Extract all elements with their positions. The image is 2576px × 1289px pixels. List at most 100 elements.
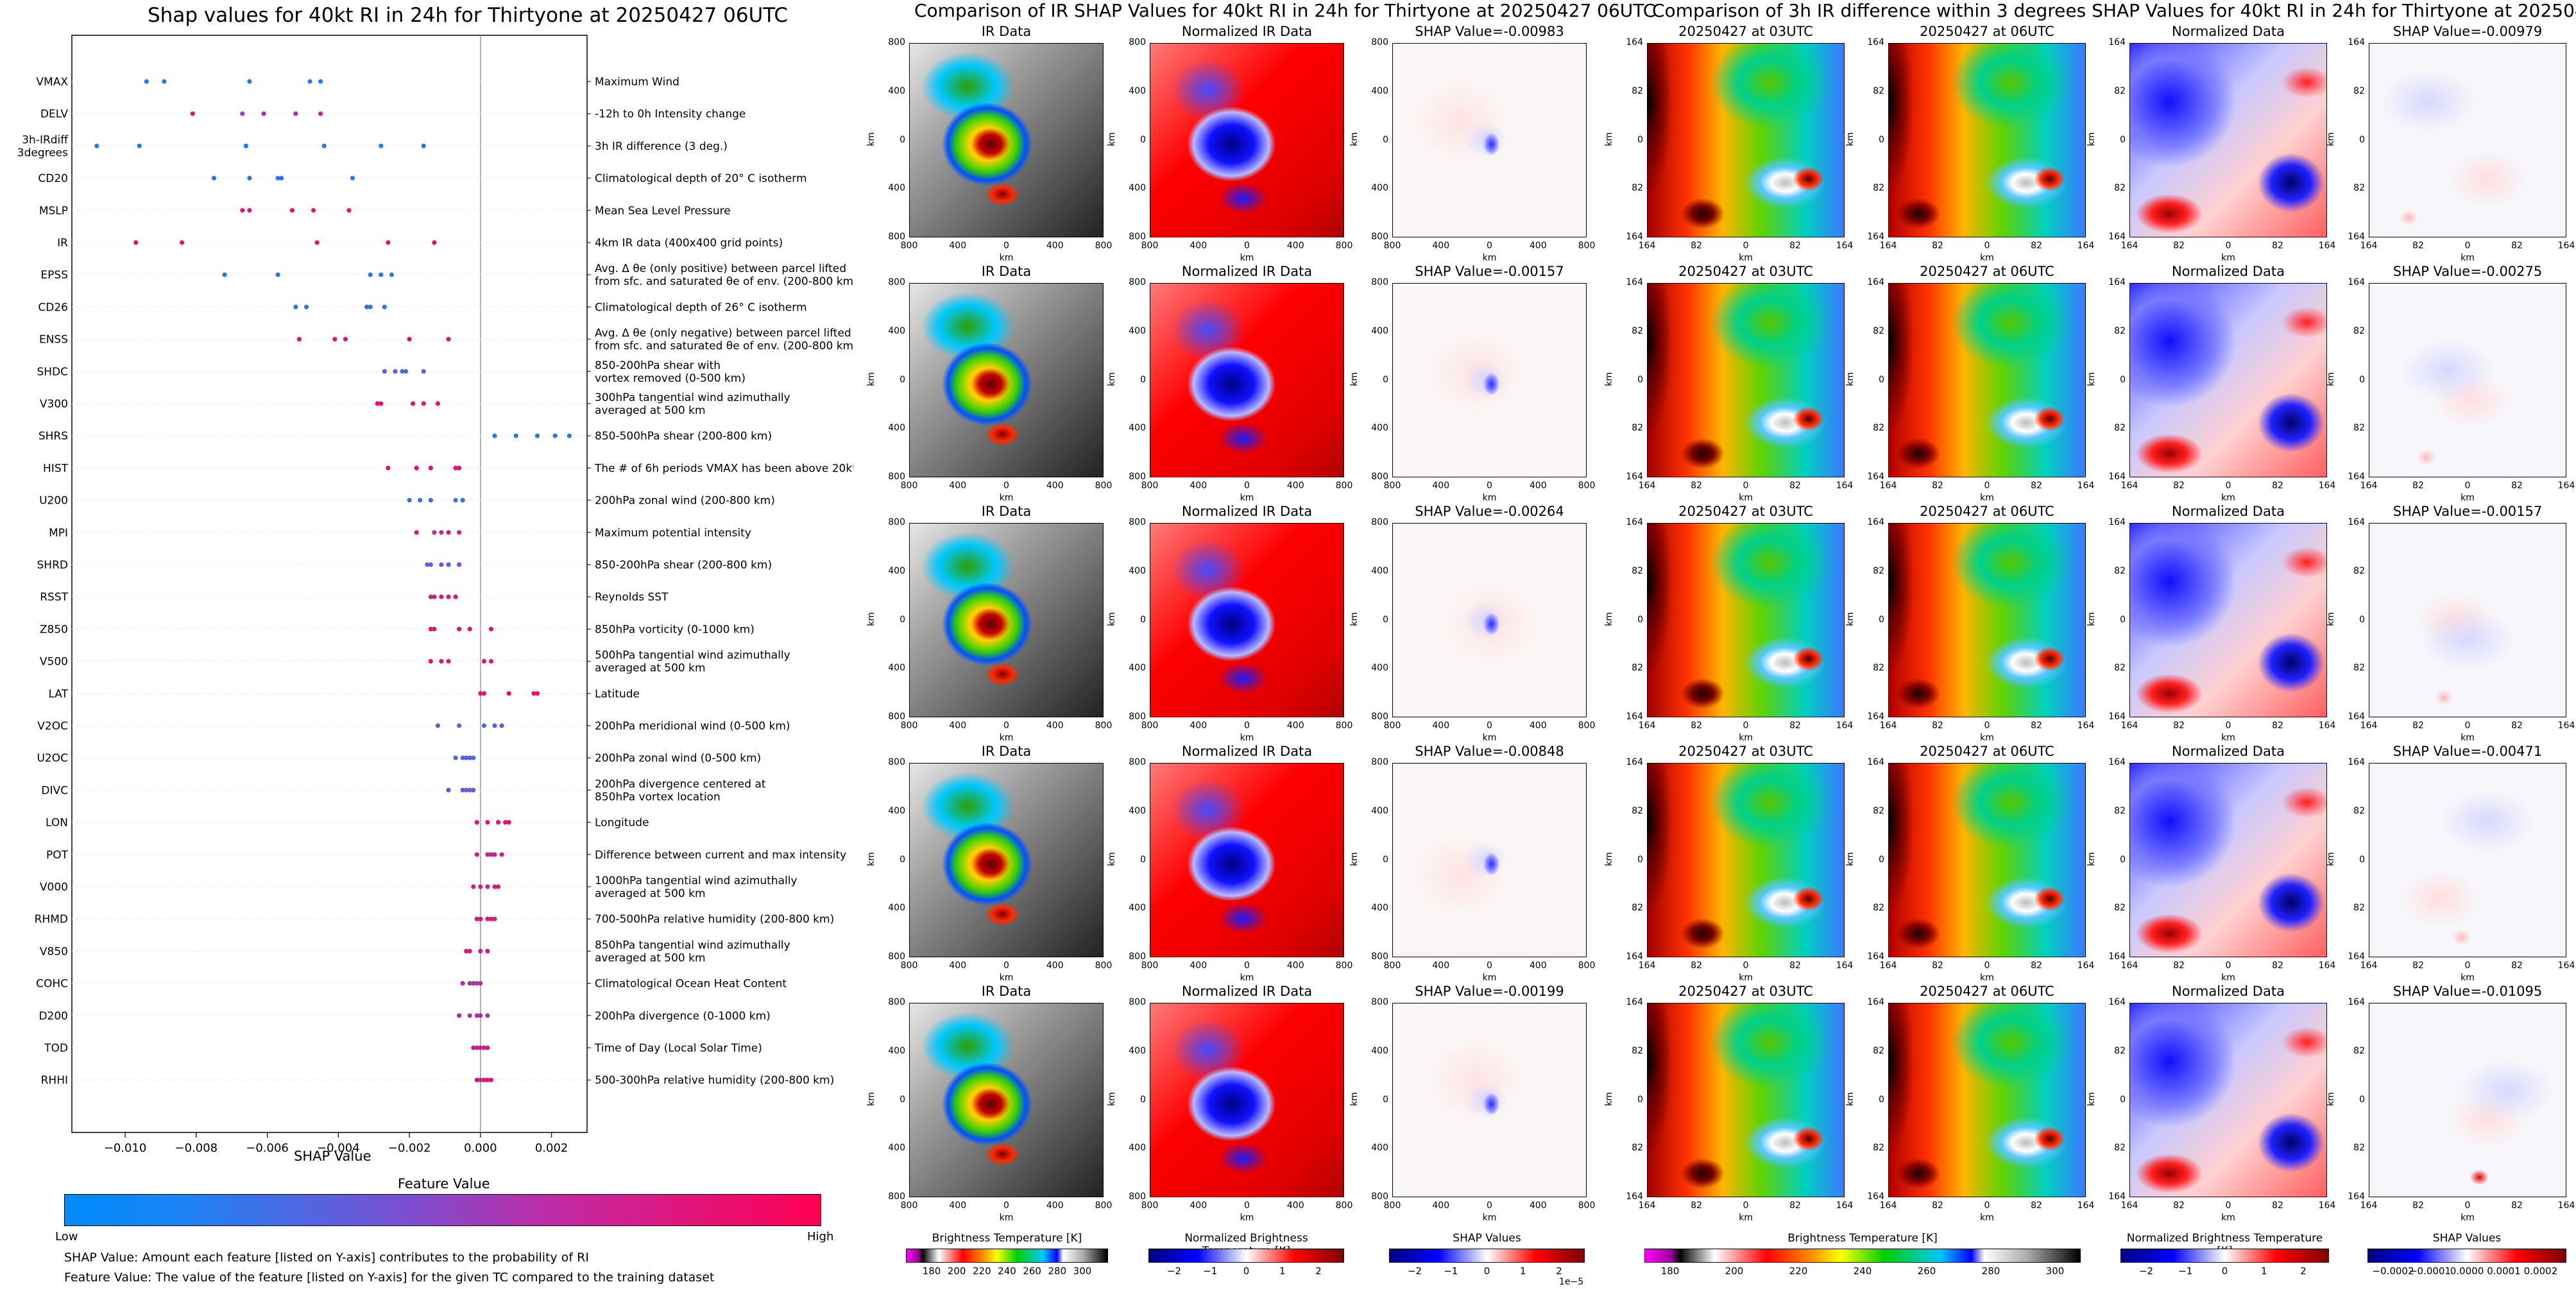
x-tick-label: 400 <box>1046 481 1064 491</box>
y-tick-label: 82 <box>1632 423 1643 434</box>
y-axis-label: km <box>1845 851 1855 866</box>
y-tick-label: 0 <box>2359 854 2365 865</box>
y-tick-label: 800 <box>1371 232 1388 242</box>
shap-point <box>485 1013 490 1018</box>
x-tick-label: 0 <box>2464 960 2471 971</box>
feature-code-label: TOD <box>44 1042 68 1055</box>
colorbar-tick-label: 0.0001 <box>2487 1265 2521 1277</box>
x-tick-label: 800 <box>1383 1200 1401 1211</box>
shap-point <box>457 723 462 728</box>
shap-point <box>293 111 298 116</box>
shap-point <box>457 465 462 471</box>
colorbar-tick-label: 2 <box>1556 1265 1562 1277</box>
x-axis-label: km <box>1482 973 1497 983</box>
x-tick-label: 400 <box>949 721 967 731</box>
y-tick-label: 82 <box>2353 85 2365 96</box>
y-tick-label: 164 <box>1867 1191 1884 1202</box>
shap-point <box>407 337 412 342</box>
x-tick-label: 164 <box>2318 1200 2336 1211</box>
shap-point <box>478 1045 483 1050</box>
shap-point <box>567 433 572 438</box>
x-tick-label: 400 <box>1046 960 1064 971</box>
y-tick-label: 82 <box>2114 805 2126 816</box>
x-tick-label: 82 <box>2511 1200 2523 1211</box>
y-axis-label: km <box>1106 132 1117 146</box>
shap-point <box>481 659 487 664</box>
x-tick-label: 164 <box>2360 481 2378 491</box>
y-tick-label: 164 <box>1867 277 1884 287</box>
y-axis-label: km <box>1349 371 1360 386</box>
y-tick-label: 0 <box>900 854 905 865</box>
x-tick-label: 0 <box>1743 1200 1749 1211</box>
x-tick-label: 82 <box>1932 481 1943 491</box>
feature-description-label: 3h IR difference (3 deg.) <box>595 140 728 153</box>
x-tick-label: 82 <box>2511 721 2523 731</box>
x-tick-label: 82 <box>2412 721 2424 731</box>
shap-point <box>137 143 142 148</box>
x-axis-label: km <box>2221 733 2235 743</box>
x-tick-label: 0 <box>1743 721 1749 731</box>
y-axis-label: km <box>866 611 876 626</box>
x-tick-label: 0 <box>1003 721 1009 731</box>
feature-description-label: Climatological Ocean Heat Content <box>595 978 787 991</box>
shap-point <box>296 337 302 342</box>
y-tick-label: 0 <box>1140 614 1146 625</box>
x-tick-label: 0 <box>1244 241 1250 251</box>
shap-point <box>453 465 458 471</box>
y-tick-label: 400 <box>1129 903 1146 914</box>
x-axis-label: km <box>999 733 1014 743</box>
feature-description-label: 850-200hPa shear (200-800 km) <box>595 559 772 572</box>
y-tick-label: 800 <box>888 757 905 767</box>
y-tick-label: 400 <box>888 903 905 914</box>
colorbar-tick-label: 260 <box>1023 1265 1041 1277</box>
feature-code-label: 3degrees <box>17 146 68 159</box>
colorbar-tick-label: 0 <box>2221 1265 2228 1277</box>
y-tick-label: 0 <box>1879 374 1884 385</box>
shap-point <box>485 820 490 825</box>
x-tick-label: 0 <box>1244 721 1250 731</box>
x-axis-label: km <box>1482 253 1497 263</box>
shap-point <box>478 884 483 889</box>
x-tick-label: 82 <box>2173 481 2185 491</box>
colorbar-tick-label: 200 <box>1725 1265 1744 1277</box>
y-tick-label: 82 <box>1873 903 1884 914</box>
panel-title: Normalized Data <box>2172 24 2285 39</box>
y-tick-label: 82 <box>2114 423 2126 434</box>
x-tick-label: 164 <box>2120 960 2138 971</box>
y-tick-label: 82 <box>1632 325 1643 336</box>
panel-title: SHAP Value=-0.00157 <box>2393 504 2543 519</box>
shap-point <box>321 143 327 148</box>
dnorm-field-image <box>2129 763 2327 957</box>
x-axis-label: km <box>1739 733 1753 743</box>
panel-title: SHAP Value=-0.00471 <box>2393 744 2543 759</box>
shap-point <box>481 723 487 728</box>
x-tick-label: 0 <box>1244 481 1250 491</box>
y-tick-label: 164 <box>1867 712 1884 722</box>
y-tick-label: 400 <box>888 1143 905 1154</box>
x-tick-label: 0 <box>2225 721 2231 731</box>
y-axis-label: km <box>1106 1091 1117 1106</box>
colorbar-tick-label: 0.0002 <box>2523 1265 2558 1277</box>
y-axis-label: km <box>2325 851 2336 866</box>
shap-point <box>446 594 451 599</box>
x-tick-label: 800 <box>1095 721 1113 731</box>
y-tick-label: 164 <box>1626 712 1643 722</box>
panel-title: Normalized Data <box>2172 984 2285 999</box>
feature-description-label: 850hPa vorticity (0-1000 km) <box>595 623 755 636</box>
shap-point <box>386 465 391 471</box>
x-tick-label: 164 <box>1879 241 1897 251</box>
y-tick-label: 800 <box>1371 952 1388 962</box>
y-tick-label: 164 <box>1867 517 1884 527</box>
shap-point <box>474 1077 479 1082</box>
feature-code-label: V850 <box>40 945 68 958</box>
y-tick-label: 164 <box>2348 952 2365 962</box>
feature-code-label: Z850 <box>40 623 68 636</box>
colorbar-tick-label: 2 <box>1315 1265 1322 1277</box>
y-axis-label: km <box>1603 851 1614 866</box>
feature-description-label: 200hPa meridional wind (0-500 km) <box>595 720 790 733</box>
panel-title: Normalized IR Data <box>1181 24 1313 39</box>
x-tick-label: 82 <box>1789 960 1801 971</box>
y-tick-label: 0 <box>1140 854 1146 865</box>
feature-code-label: DIVC <box>41 784 68 797</box>
shap-point <box>446 337 451 342</box>
